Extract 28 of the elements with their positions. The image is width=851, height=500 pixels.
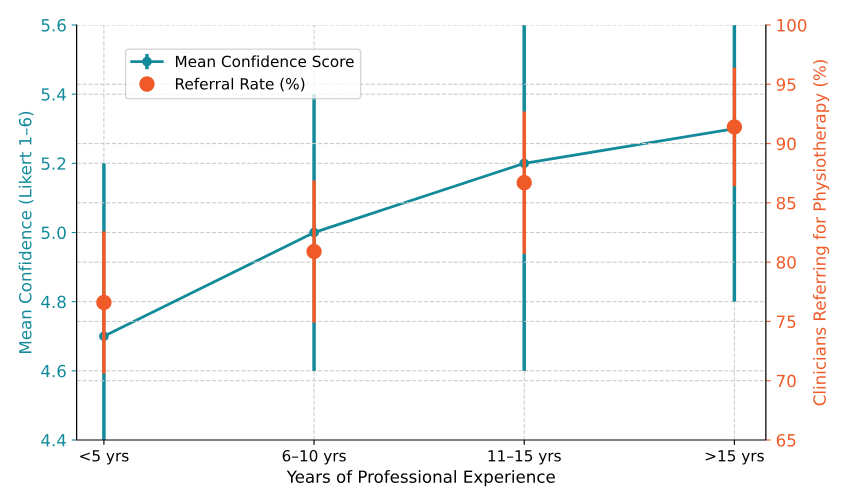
- point: [96, 294, 112, 310]
- point: [726, 119, 742, 135]
- y2-tick-label: 85: [776, 196, 796, 210]
- y-axis-title: Mean Confidence (Likert 1–6): [18, 112, 34, 353]
- x-axis-title: Years of Professional Experience: [286, 470, 555, 486]
- y-tick-label: 5.4: [42, 88, 66, 101]
- x-tick-label: 6–10 yrs: [282, 450, 346, 465]
- y-tick-label: 4.6: [41, 364, 66, 378]
- legend-label: Referral Rate (%): [176, 78, 304, 92]
- y-tick-label: 4.4: [41, 434, 66, 446]
- y2-tick-label: 65: [776, 434, 796, 447]
- y2-tick-label: 80: [776, 256, 796, 269]
- legend-label: Mean Confidence Score: [176, 55, 354, 68]
- point: [516, 175, 532, 190]
- point: [306, 244, 322, 260]
- y-tick-label: 5.2: [42, 157, 66, 170]
- y2-tick-label: 70: [776, 374, 796, 388]
- x-tick-label: >15 yrs: [706, 450, 764, 465]
- y2-tick-label: 90: [776, 138, 796, 150]
- y2-axis-title: Clinicians Referring for Physiotherapy (%): [812, 60, 830, 406]
- y2-tick-label: 100: [777, 18, 806, 32]
- y2-tick-label: 95: [776, 78, 796, 91]
- y-tick-label: 5.6: [42, 18, 66, 32]
- y-tick-label: 4.8: [41, 296, 66, 308]
- x-tick-label: <5 yrs: [80, 450, 128, 465]
- y2-tick-label: 75: [776, 316, 796, 328]
- x-tick-label: 11–15 yrs: [488, 450, 561, 465]
- y-tick-label: 5.0: [42, 226, 66, 240]
